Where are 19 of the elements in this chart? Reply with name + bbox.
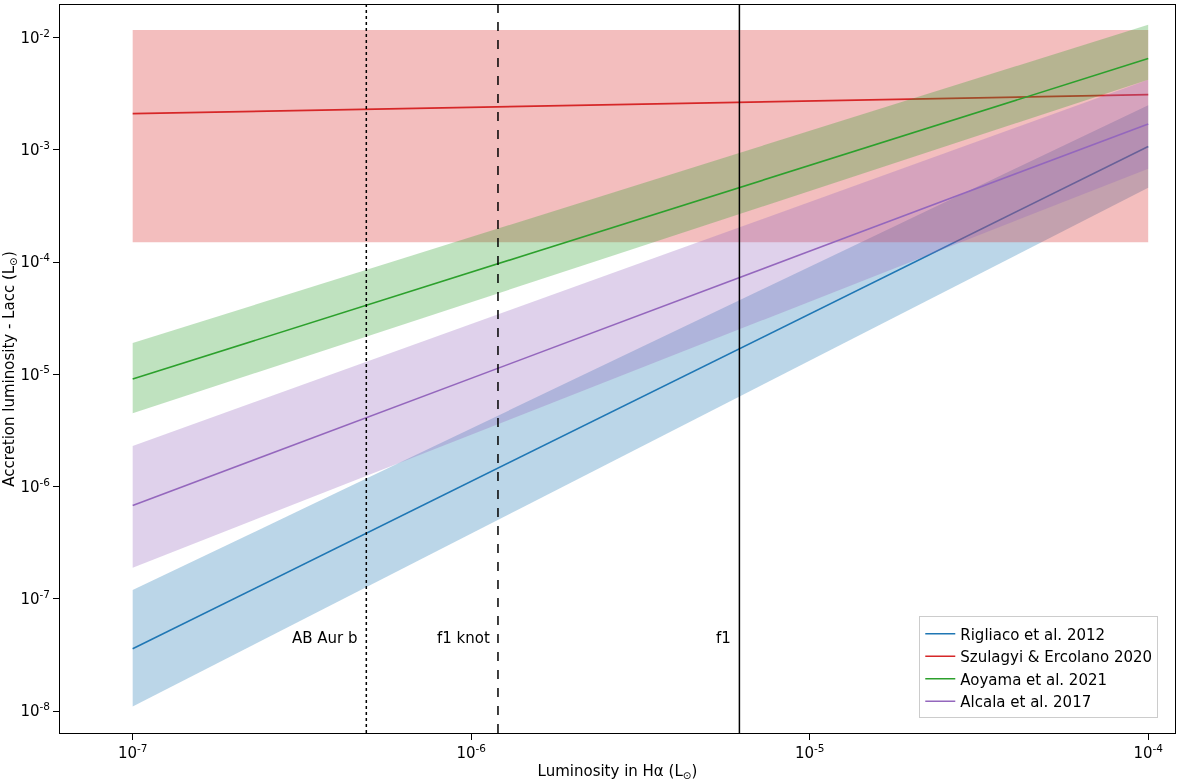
y-tick-label: 10$^{-3}$ [20, 138, 50, 160]
legend-label: Szulagyi & Ercolano 2020 [960, 648, 1153, 667]
y-tick-label: 10$^{-7}$ [20, 587, 50, 609]
x-tick-label: 10$^{-6}$ [456, 741, 487, 762]
ref-line-label: AB Aur b [292, 629, 358, 647]
x-tick-label: 10$^{-5}$ [794, 741, 825, 762]
y-tick-label: 10$^{-4}$ [20, 251, 51, 272]
y-tick-label: 10$^{-6}$ [20, 475, 51, 496]
legend-label: Aoyama et al. 2021 [960, 670, 1108, 689]
legend-label: Alcala et al. 2017 [960, 693, 1092, 712]
ref-line-label: f1 [716, 629, 731, 647]
y-tick-label: 10$^{-8}$ [20, 700, 50, 721]
y-tick-label: 10$^{-2}$ [20, 26, 50, 47]
y-tick-label: 10$^{-5}$ [20, 363, 50, 384]
legend-label: Rigliaco et al. 2012 [960, 625, 1106, 644]
ref-line-label: f1 knot [437, 629, 490, 647]
x-axis-title: Luminosity in Hα (L$_{⊙}$) [537, 761, 698, 781]
x-tick-label: 10$^{-7}$ [117, 741, 148, 762]
x-tick-label: 10$^{-4}$ [1133, 741, 1164, 762]
